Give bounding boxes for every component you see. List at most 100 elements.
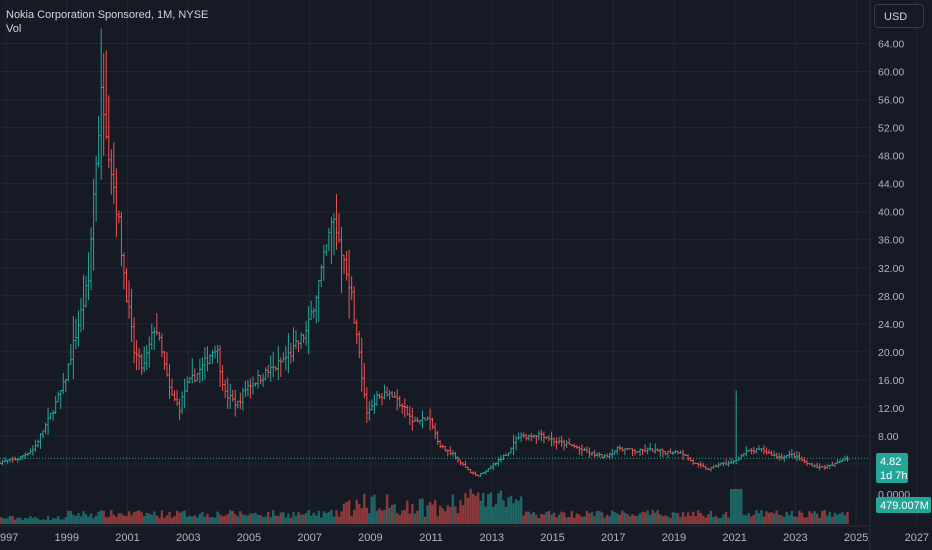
volume-bar: [29, 516, 32, 524]
symbol-title[interactable]: Nokia Corporation Sponsored, 1M, NYSE: [6, 9, 209, 21]
volume-bar: [547, 510, 551, 524]
volume-bar: [818, 517, 821, 524]
volume-bar: [729, 489, 733, 524]
volume-bar: [580, 516, 584, 524]
volume-bar: [309, 515, 313, 524]
volume-bar: [229, 510, 232, 524]
volume-bar: [69, 510, 73, 524]
volume-bar: [757, 513, 761, 524]
volume-bar: [793, 516, 796, 524]
volume-bar: [335, 510, 338, 524]
volume-bar: [370, 496, 374, 524]
y-tick-label: 16.00: [878, 375, 904, 387]
volume-bar: [578, 514, 581, 524]
volume-bar: [722, 514, 725, 524]
volume-bar: [646, 510, 649, 524]
volume-bar: [254, 512, 257, 524]
volume-bar: [31, 517, 35, 524]
volume-bar: [249, 513, 252, 524]
volume-bar: [201, 511, 204, 524]
volume-bar: [188, 515, 191, 524]
volume-bar: [347, 500, 351, 524]
volume-bar: [411, 504, 414, 524]
volume-bar: [605, 514, 609, 524]
volume-indicator-label[interactable]: Vol: [6, 23, 22, 35]
last-price-value: 4.82: [880, 456, 901, 468]
y-tick-label: 40.00: [878, 207, 904, 219]
volume-bar: [165, 515, 169, 524]
volume-bar: [669, 517, 672, 524]
volume-bar: [401, 510, 404, 524]
volume-bar: [132, 512, 136, 524]
volume-bar: [26, 518, 30, 524]
volume-bar: [535, 514, 538, 524]
volume-bar: [299, 514, 303, 524]
volume-bar: [454, 506, 457, 524]
volume-bar: [107, 516, 110, 524]
volume-bar: [178, 512, 181, 524]
volume-bar: [72, 514, 75, 524]
volume-bar: [821, 510, 824, 524]
volume-bar: [798, 510, 801, 524]
volume-bar: [671, 512, 675, 524]
volume-bar: [479, 500, 482, 524]
volume-bar: [742, 514, 745, 524]
volume-bar: [153, 511, 156, 524]
volume-bar: [641, 511, 644, 524]
volume-bar: [241, 514, 245, 524]
volume-bar: [122, 515, 126, 524]
volume-bar: [843, 515, 847, 524]
volume-bar: [218, 514, 222, 524]
volume-bar: [451, 494, 455, 524]
volume-bar: [327, 511, 331, 524]
volume-bar: [289, 517, 293, 524]
volume-bar: [679, 517, 682, 524]
volume-bar: [664, 515, 667, 524]
volume-bar: [6, 518, 9, 524]
volume-bar: [150, 514, 153, 524]
volume-bar: [648, 514, 652, 524]
volume-bar: [421, 498, 424, 524]
volume-bar: [428, 502, 432, 524]
x-tick-label: 2021: [722, 532, 746, 544]
volume-bar: [173, 516, 176, 524]
volume-bar: [709, 510, 713, 524]
volume-bar: [279, 512, 283, 524]
time-axis: 1997 1999 2001 2003 2005 2007 2009 2011 2013 2015…: [0, 532, 929, 544]
volume-bar: [659, 514, 662, 524]
volume-bar: [261, 517, 265, 524]
volume-bar: [196, 517, 199, 524]
y-tick-label: 20.00: [878, 347, 904, 359]
volume-bar: [325, 513, 328, 524]
volume-bar: [499, 490, 503, 524]
volume-bar: [385, 494, 389, 524]
x-tick-label: 2015: [540, 532, 564, 544]
volume-bar: [788, 515, 791, 524]
volume-bar: [350, 515, 353, 524]
volume-bar: [525, 511, 528, 524]
volume-bar: [433, 499, 437, 524]
x-tick-label: 2025: [844, 532, 868, 544]
volume-bar: [826, 515, 829, 524]
volume-bar: [54, 518, 57, 524]
volume-bar: [537, 517, 541, 524]
volume-bar: [87, 516, 90, 524]
volume-bar: [13, 519, 17, 524]
volume-bar: [712, 516, 715, 524]
volume-bar: [471, 493, 475, 524]
volume-bar: [213, 517, 217, 524]
volume-bar: [89, 513, 93, 524]
volume-bar: [661, 516, 665, 524]
volume-bar: [459, 500, 462, 524]
volume-bar: [449, 506, 452, 524]
currency-button[interactable]: USD: [874, 4, 924, 28]
volume-bar: [59, 519, 62, 524]
volume-bar: [689, 515, 692, 524]
volume-bar: [438, 505, 442, 524]
volume-bar: [618, 514, 622, 524]
volume-bar: [466, 497, 470, 524]
volume-bar: [84, 514, 88, 524]
volume-bar: [542, 514, 546, 524]
y-tick-label: 64.00: [878, 39, 904, 51]
